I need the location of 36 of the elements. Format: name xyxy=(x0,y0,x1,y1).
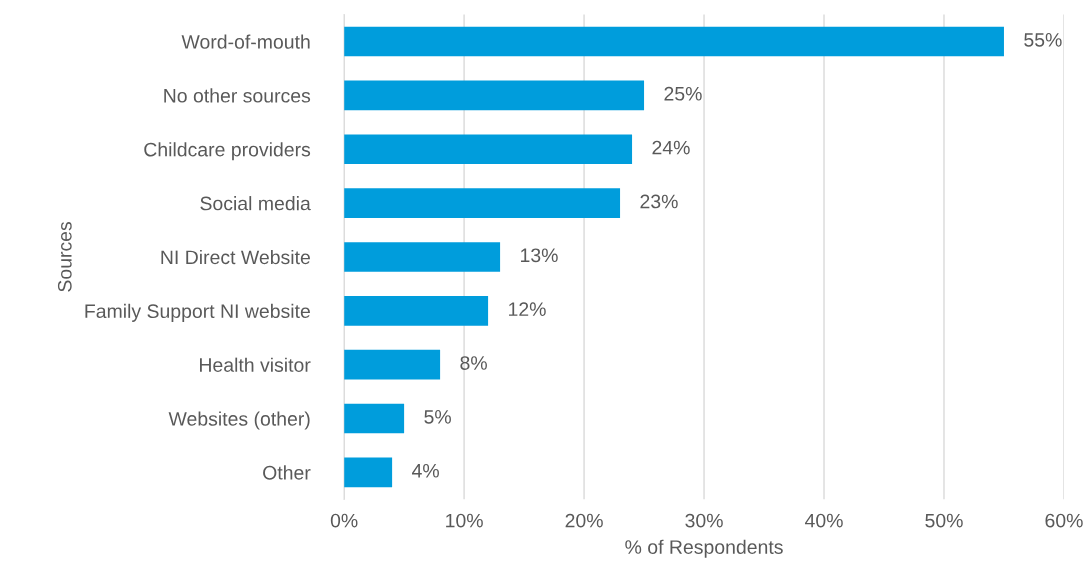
x-axis-title: % of Respondents xyxy=(625,539,783,558)
x-tick-label: 50% xyxy=(925,513,963,528)
bar xyxy=(344,188,621,218)
y-tick-label: Social media xyxy=(200,196,311,211)
y-tick-label: No other sources xyxy=(164,88,311,103)
x-tick-label: 40% xyxy=(805,513,843,528)
data-label: 12% xyxy=(509,302,546,316)
bar xyxy=(344,26,1004,57)
bar xyxy=(344,457,393,488)
data-label: 5% xyxy=(424,410,451,424)
y-tick-label: NI Direct Website xyxy=(161,249,310,265)
bar xyxy=(344,296,489,326)
x-tick-label: 30% xyxy=(685,513,723,528)
bar xyxy=(344,403,405,434)
y-tick-label: Websites (other) xyxy=(168,411,310,430)
data-label: 24% xyxy=(652,140,690,155)
data-label: 55% xyxy=(1024,33,1062,47)
y-tick-label: Childcare providers xyxy=(144,142,311,161)
y-tick-label: Family Support NI website xyxy=(85,303,310,322)
bar xyxy=(344,80,645,111)
bar xyxy=(344,134,633,165)
y-tick-label: Other xyxy=(263,465,311,480)
x-tick-label: 20% xyxy=(565,513,603,528)
x-tick-label: 10% xyxy=(446,513,483,528)
bar xyxy=(344,349,441,380)
data-label: 4% xyxy=(412,463,439,478)
data-label: 23% xyxy=(640,194,678,209)
bar xyxy=(344,242,501,272)
y-tick-label: Health visitor xyxy=(200,357,311,372)
x-tick-label: 0% xyxy=(330,513,358,528)
data-label: 8% xyxy=(460,356,487,370)
x-tick-label: 60% xyxy=(1045,513,1083,528)
data-label: 13% xyxy=(521,248,558,263)
y-tick-label: Word-of-mouth xyxy=(181,34,310,49)
y-axis-title: Sources xyxy=(57,221,72,292)
data-label: 25% xyxy=(664,86,702,101)
